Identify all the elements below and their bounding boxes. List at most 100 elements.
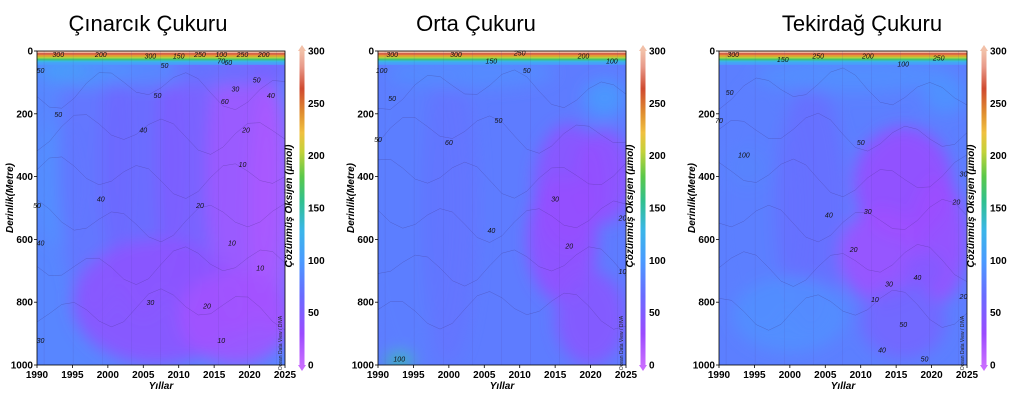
contour-label: 10 xyxy=(239,162,247,169)
contour-label: 50 xyxy=(253,77,261,84)
contour-line xyxy=(719,244,967,287)
contour-label: 40 xyxy=(487,228,495,235)
y-tick-label: 0 xyxy=(27,47,33,58)
contour-label: 100 xyxy=(897,62,909,69)
contour-line xyxy=(37,199,285,243)
contour-label: 50 xyxy=(37,68,45,75)
x-tick-label: 2005 xyxy=(473,370,496,381)
surface-band xyxy=(378,51,626,54)
surface-band xyxy=(37,56,285,60)
x-tick-label: 1990 xyxy=(708,370,731,381)
contour-label: 50 xyxy=(726,90,734,97)
y-tick-label: 1000 xyxy=(352,361,375,372)
colorbar xyxy=(640,51,646,365)
x-tick-label: 2015 xyxy=(203,370,226,381)
contour-label: 40 xyxy=(139,128,147,135)
colorbar-tick-label: 300 xyxy=(649,47,666,58)
x-tick-label: 1995 xyxy=(402,370,425,381)
contour-line xyxy=(378,246,626,287)
colorbar-label: Çözünmüş Oksijen (µmol) xyxy=(966,144,977,268)
contour-label: 200 xyxy=(257,52,270,59)
contour-label: 100 xyxy=(376,68,388,75)
contour-label: 100 xyxy=(215,52,227,59)
contour-label: 250 xyxy=(932,55,945,62)
contour-label: 250 xyxy=(811,54,824,61)
contour-label: 40 xyxy=(97,197,105,204)
contour-label: 50 xyxy=(857,140,865,147)
surface-band xyxy=(37,58,285,62)
contour-label: 50 xyxy=(54,112,62,119)
chart-title: Orta Çukuru xyxy=(416,11,536,36)
colorbar xyxy=(981,51,987,365)
contour-label: 50 xyxy=(161,63,169,70)
colorbar-label: Çözünmüş Oksijen (µmol) xyxy=(284,144,295,268)
contour-line xyxy=(719,199,967,243)
contour-label: 300 xyxy=(52,52,64,59)
colorbar-tick-label: 200 xyxy=(308,151,325,162)
colorbar-tick-label: 0 xyxy=(649,361,655,372)
y-tick-label: 400 xyxy=(698,172,715,183)
contour-line xyxy=(37,246,285,285)
heatmap-blob xyxy=(775,82,847,334)
heatmap-blob xyxy=(249,82,285,334)
surface-band xyxy=(378,58,626,62)
heatmap-blobs xyxy=(37,51,285,365)
surface-band xyxy=(378,56,626,60)
x-tick-label: 1995 xyxy=(61,370,84,381)
colorbar xyxy=(299,51,305,365)
surface-band xyxy=(719,56,967,60)
heatmap-blob xyxy=(178,270,285,365)
contour-label: 70 xyxy=(217,58,225,65)
contour-label: 10 xyxy=(871,297,879,304)
watermark: Ocean Data View / DIVA xyxy=(619,315,625,370)
colorbar-tick-label: 200 xyxy=(990,151,1007,162)
y-tick-label: 600 xyxy=(16,235,33,246)
contour-label: 100 xyxy=(738,153,750,160)
contour-label: 300 xyxy=(145,54,157,61)
colorbar-tick-label: 250 xyxy=(308,99,325,110)
watermark: Ocean Data View / DIVA xyxy=(960,315,966,370)
y-tick-label: 1000 xyxy=(11,361,34,372)
colorbar-tick-label: 50 xyxy=(990,308,1002,319)
y-tick-label: 200 xyxy=(357,109,374,120)
y-tick-label: 600 xyxy=(698,235,715,246)
colorbar-tick-label: 50 xyxy=(649,308,661,319)
y-axis-label: Derinlik(Metre) xyxy=(687,162,698,233)
x-tick-label: 2020 xyxy=(920,370,943,381)
heatmap-field xyxy=(719,51,967,365)
heatmap-blob xyxy=(526,176,598,303)
surface-band xyxy=(719,58,967,62)
colorbar-bottom-arrow xyxy=(639,365,647,371)
heatmap-blob xyxy=(903,251,946,290)
contour-label: 250 xyxy=(236,52,249,59)
x-axis-label: Yıllar xyxy=(490,381,516,392)
x-tick-label: 2015 xyxy=(885,370,908,381)
y-tick-label: 800 xyxy=(698,298,715,309)
plot-frame xyxy=(377,50,627,366)
contour-label: 30 xyxy=(864,209,872,216)
colorbar-label: Çözünmüş Oksijen (µmol) xyxy=(625,144,636,268)
x-tick-label: 2005 xyxy=(132,370,155,381)
colorbar-tick-label: 150 xyxy=(649,204,666,215)
chart-title: Tekirdağ Çukuru xyxy=(782,11,942,36)
colorbar-tick-label: 200 xyxy=(649,151,666,162)
surface-band xyxy=(378,54,626,58)
surface-band xyxy=(719,60,967,63)
x-tick-label: 2020 xyxy=(238,370,261,381)
contour-label: 40 xyxy=(825,212,833,219)
heatmap-blob xyxy=(385,352,414,365)
x-tick-label: 2025 xyxy=(615,370,638,381)
y-tick-label: 400 xyxy=(16,172,33,183)
contour-label: 50 xyxy=(495,118,503,125)
contour-label: 20 xyxy=(564,244,573,251)
surface-band xyxy=(37,51,285,54)
contour-line xyxy=(37,156,285,199)
contour-label: 10 xyxy=(619,269,627,276)
contour-label: 30 xyxy=(551,197,559,204)
y-tick-label: 400 xyxy=(357,172,374,183)
contour-label: 50 xyxy=(523,68,531,75)
